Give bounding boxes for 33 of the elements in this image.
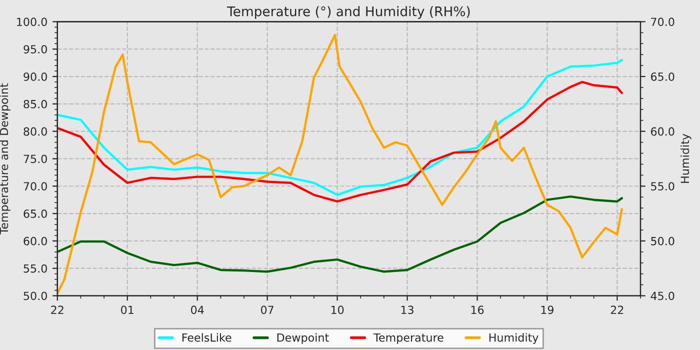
y2-tick-label: 50.0 xyxy=(651,236,674,246)
y2-tick-label: 70.0 xyxy=(651,18,674,26)
y-tick-label: 65.0 xyxy=(24,210,47,218)
x-tick-label: 22 xyxy=(51,306,64,314)
y-tick-label: 95.0 xyxy=(24,45,47,54)
y-tick-label: 100.0 xyxy=(17,18,47,26)
x-tick-label: 22 xyxy=(610,306,624,314)
x-tick-label: 19 xyxy=(541,306,554,314)
y-tick-label: 50.0 xyxy=(24,292,47,300)
y-axis-title: Temperature and Dewpoint xyxy=(0,83,10,234)
x-tick-label: 13 xyxy=(401,306,414,314)
legend-label: Dewpoint xyxy=(277,333,329,344)
y2-axis-title: Humidity xyxy=(680,134,692,183)
y2-tick-label: 60.0 xyxy=(651,127,674,136)
x-tick-label: 04 xyxy=(191,306,204,314)
x-tick-label: 07 xyxy=(260,306,274,314)
y-tick-label: 75.0 xyxy=(24,154,47,164)
legend-label: Temperature xyxy=(374,333,444,344)
legend-label: Humidity xyxy=(489,333,538,344)
x-tick-label: 10 xyxy=(331,306,344,314)
legend-label: FeelsLike xyxy=(182,333,232,342)
y-tick-label: 90.0 xyxy=(24,72,47,81)
y-tick-label: 60.0 xyxy=(24,236,47,246)
x-tick-label: 16 xyxy=(471,306,484,314)
y-tick-label: 55.0 xyxy=(24,264,47,273)
y-tick-label: 80.0 xyxy=(24,127,47,136)
y2-tick-label: 45.0 xyxy=(650,292,674,300)
y2-tick-label: 55.0 xyxy=(651,182,674,191)
chart-title: Temperature (°) and Humidity (RH%) xyxy=(227,6,470,19)
y2-tick-label: 65.0 xyxy=(651,72,674,81)
y-tick-label: 85.0 xyxy=(24,100,47,108)
y-tick-label: 70.0 xyxy=(24,182,47,191)
x-tick-label: 01 xyxy=(121,306,134,314)
